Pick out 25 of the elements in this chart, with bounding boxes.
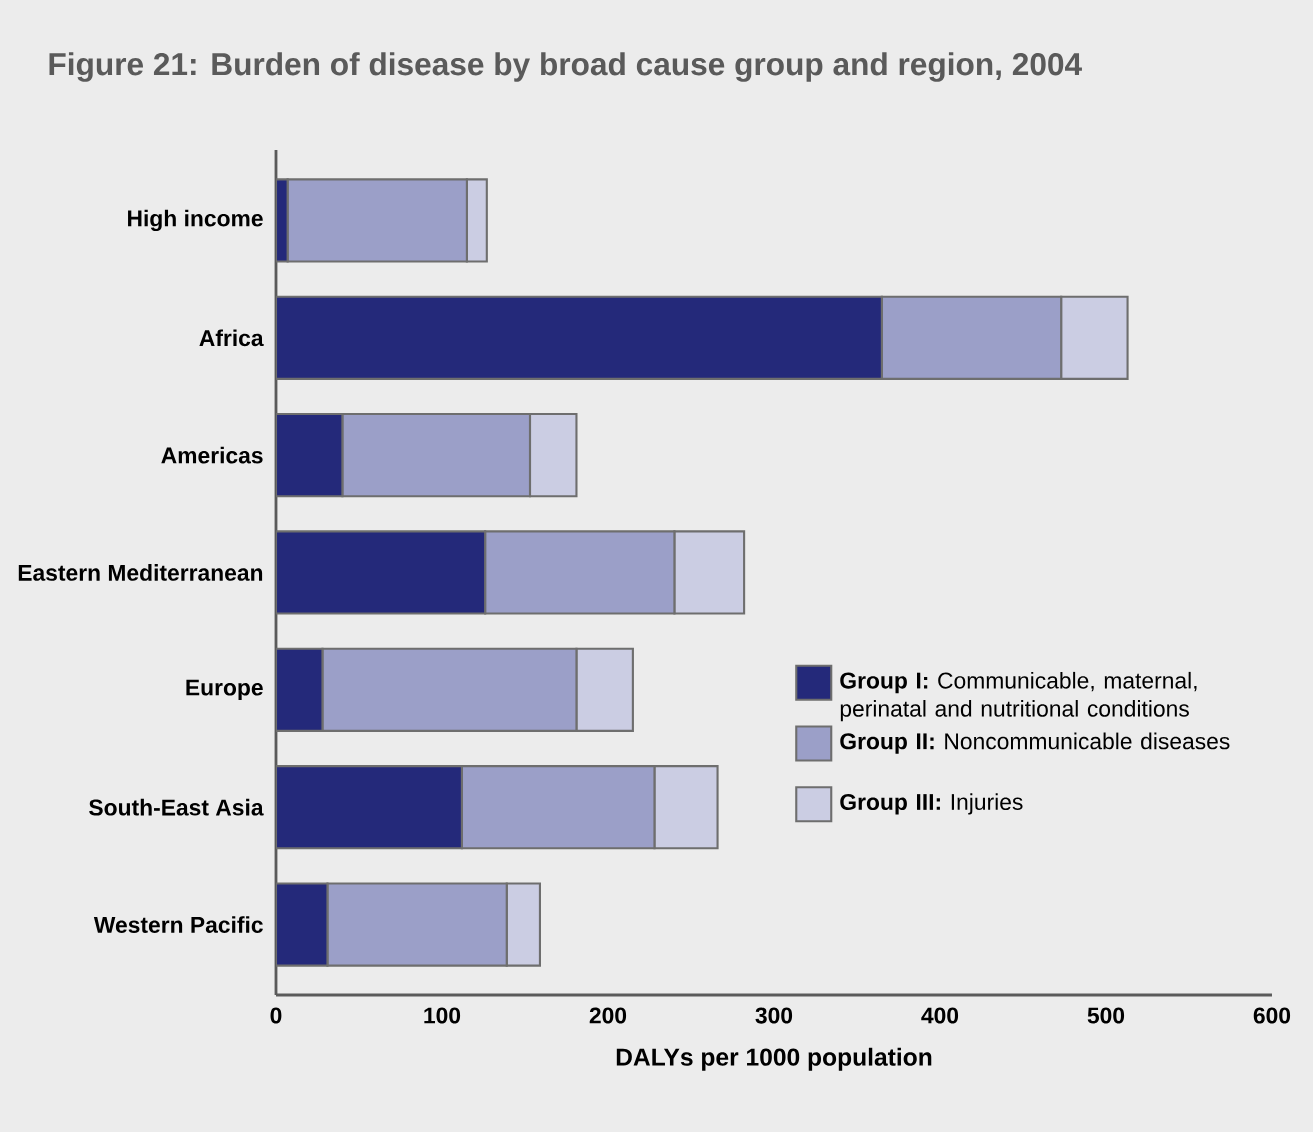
legend-label: Group II: Noncommunicable diseases [840, 732, 1230, 754]
y-tick-label: Americas [161, 446, 263, 464]
y-tick-label: South-East Asia [89, 798, 264, 816]
x-tick-label: 400 [921, 1007, 959, 1024]
bar [275, 882, 329, 967]
y-tick-label: Western Pacific [93, 916, 263, 933]
chart-title: Figure 21: Burden of disease by broad cause group and region, 2004 [49, 52, 1082, 82]
bar [275, 295, 883, 380]
bar [275, 765, 463, 850]
y-tick-label: Africa [199, 329, 264, 347]
x-tick-label: 300 [755, 1007, 793, 1024]
x-tick-label: 600 [1253, 1007, 1291, 1024]
legend-label: Group III: Injuries [840, 793, 1023, 815]
x-tick-label: 100 [424, 1007, 461, 1024]
bar [275, 647, 324, 732]
bar [275, 413, 344, 498]
y-tick-label: Europe [186, 679, 263, 701]
x-tick-label: 0 [270, 1007, 282, 1024]
y-tick-label: Eastern Mediterranean [18, 564, 263, 581]
x-tick-label: 200 [589, 1007, 627, 1024]
y-tick-label: High income [128, 209, 263, 232]
x-axis-title: DALYs per 1000 population [616, 1047, 932, 1071]
x-tick-label: 500 [1087, 1007, 1125, 1024]
legend-label: Group I: Communicable, maternal, perinatal and nutritional conditions [840, 671, 1197, 722]
bar [275, 530, 487, 615]
